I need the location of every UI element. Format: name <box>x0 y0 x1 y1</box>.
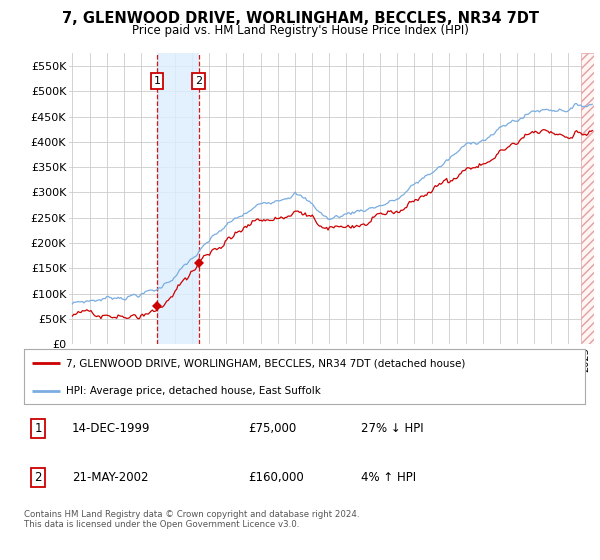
Text: 7, GLENWOOD DRIVE, WORLINGHAM, BECCLES, NR34 7DT (detached house): 7, GLENWOOD DRIVE, WORLINGHAM, BECCLES, … <box>66 358 466 368</box>
Text: 2: 2 <box>34 471 42 484</box>
Text: 1: 1 <box>154 76 161 86</box>
Bar <box>581 53 594 344</box>
Text: £75,000: £75,000 <box>248 422 296 435</box>
Text: 21-MAY-2002: 21-MAY-2002 <box>71 471 148 484</box>
Text: Contains HM Land Registry data © Crown copyright and database right 2024.
This d: Contains HM Land Registry data © Crown c… <box>24 510 359 529</box>
Text: HPI: Average price, detached house, East Suffolk: HPI: Average price, detached house, East… <box>66 386 321 395</box>
Text: 1: 1 <box>34 422 42 435</box>
Text: 7, GLENWOOD DRIVE, WORLINGHAM, BECCLES, NR34 7DT: 7, GLENWOOD DRIVE, WORLINGHAM, BECCLES, … <box>62 11 539 26</box>
Text: £160,000: £160,000 <box>248 471 304 484</box>
Text: 27% ↓ HPI: 27% ↓ HPI <box>361 422 423 435</box>
Text: 14-DEC-1999: 14-DEC-1999 <box>71 422 150 435</box>
Text: Price paid vs. HM Land Registry's House Price Index (HPI): Price paid vs. HM Land Registry's House … <box>131 24 469 36</box>
Bar <box>157 53 199 344</box>
Text: 4% ↑ HPI: 4% ↑ HPI <box>361 471 416 484</box>
Text: 2: 2 <box>195 76 202 86</box>
